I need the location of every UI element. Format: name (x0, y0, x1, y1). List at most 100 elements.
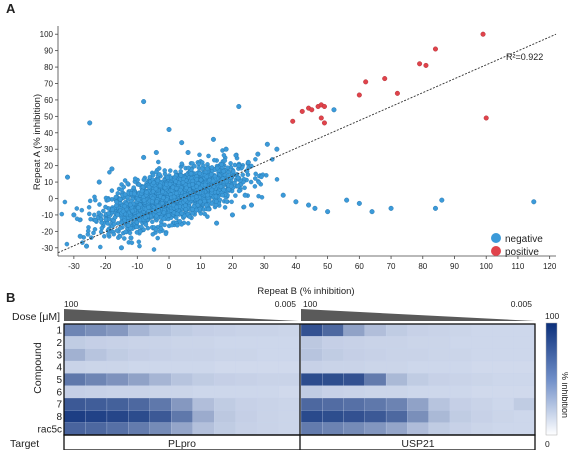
heatmap-cell-plpro (214, 360, 237, 374)
y-tick-label: 100 (40, 30, 54, 39)
axes: -30 -20 -10 0 10 20 30 40 50 60 70 80 90 100 110 120-30… (40, 26, 557, 271)
heatmap-cell-usp21 (385, 422, 408, 436)
heatmap-cell-plpro (278, 323, 301, 337)
scatter-point-negative (388, 205, 394, 211)
scatter-point-negative (221, 152, 227, 158)
heatmap-cell-usp21 (407, 373, 430, 387)
x-tick-label: 80 (418, 262, 427, 271)
scatter-point-negative (236, 163, 242, 169)
x-tick-label: 70 (387, 262, 396, 271)
scatter-point-negative (190, 196, 195, 201)
heatmap-cell-usp21 (407, 336, 430, 350)
scatter-point-negative (198, 177, 204, 183)
scatter-point-negative (256, 180, 262, 185)
compound-label: 2 (56, 338, 62, 349)
scatter-point-negative (150, 232, 156, 237)
heatmap-cell-plpro (106, 410, 129, 424)
scatter-point-positive (299, 108, 305, 114)
heatmap-cell-usp21 (407, 410, 430, 424)
scatter-point-negative (197, 199, 203, 205)
scatter-point-negative (153, 149, 159, 155)
scatter-point-negative (202, 198, 207, 204)
heatmap-cell-plpro (256, 360, 279, 374)
heatmap-cell-usp21 (513, 323, 536, 337)
scatter-point-negative (145, 225, 151, 231)
heatmap-cell-plpro (85, 360, 108, 374)
heatmap-cell-usp21 (364, 348, 387, 362)
scatter-point-negative (235, 183, 241, 189)
scatter-point-negative (220, 192, 225, 198)
heatmap-cell-plpro (106, 422, 129, 436)
scatter-point-negative (93, 218, 98, 223)
scatter-point-negative (173, 179, 178, 184)
x-tick-label: 0 (167, 262, 172, 271)
scatter-point-negative (93, 197, 98, 203)
scatter-point-negative (439, 197, 445, 203)
scatter-point-negative (157, 183, 163, 189)
scatter-point-negative (146, 205, 151, 210)
scatter-point-negative (206, 153, 211, 159)
heatmap-cell-plpro (256, 336, 279, 350)
scatter-point-negative (106, 197, 111, 203)
heatmap-cell-plpro (214, 348, 237, 362)
heatmap-cell-plpro (85, 373, 108, 387)
scatter-point-negative (229, 199, 234, 205)
y-tick-label: 10 (44, 178, 53, 187)
heatmap-cell-usp21 (322, 323, 344, 337)
scatter-point-negative (218, 184, 224, 189)
scatter-point-negative (106, 211, 111, 216)
heatmap-cell-plpro (214, 422, 237, 436)
heatmap-cell-plpro (63, 348, 86, 362)
heatmap-cell-usp21 (407, 323, 430, 337)
heatmap-cell-usp21 (513, 336, 536, 350)
heatmap-cell-usp21 (322, 336, 344, 350)
scatter-point-negative (210, 136, 216, 142)
heatmap-cell-usp21 (428, 348, 451, 362)
scatter-point-negative (167, 181, 173, 187)
heatmap-cell-plpro (149, 385, 172, 399)
y-tick-label: 80 (44, 63, 53, 72)
heatmap-cell-plpro (235, 336, 258, 350)
scatter-point-negative (197, 152, 202, 158)
compound-label: 4 (56, 363, 62, 374)
scatter-point-negative (134, 220, 140, 225)
target-row-border (63, 434, 536, 450)
scatter-point-negative (153, 169, 159, 175)
dose-axis-label: Dose [μM] (12, 311, 60, 323)
x-tick-label: -10 (132, 262, 144, 271)
heatmap-cell-usp21 (492, 348, 515, 362)
scatter-point-negative (85, 232, 91, 237)
r-squared-annotation: R²=0.922 (506, 52, 543, 62)
dose-low-label-usp21: 0.005 (511, 299, 533, 309)
heatmap-cell-usp21 (428, 360, 451, 374)
heatmap-cell-plpro (192, 410, 215, 424)
heatmap-cell-plpro (106, 385, 129, 399)
heatmap-cell-usp21 (471, 410, 493, 424)
heatmap-cell-plpro (235, 422, 258, 436)
heatmap-cell-plpro (63, 360, 86, 374)
heatmap-cell-usp21 (322, 348, 344, 362)
scatter-point-negative (87, 198, 93, 204)
scatter-point-negative (178, 187, 183, 193)
heatmap-cell-usp21 (343, 360, 366, 374)
heatmap-cell-usp21 (322, 373, 344, 387)
heatmap-cell-usp21 (513, 360, 536, 374)
scatter-point-positive (423, 62, 429, 68)
heatmap-cell-usp21 (449, 385, 472, 399)
heatmap-cell-plpro (278, 348, 301, 362)
scatter-point-negative (117, 196, 123, 202)
heatmap-cell-plpro (278, 410, 301, 424)
x-tick-label: 30 (260, 262, 269, 271)
scatter-point-negative (190, 182, 195, 187)
scatter-point-negative (204, 202, 209, 208)
panel-a-label: A (6, 1, 16, 16)
scatter-point-negative (131, 185, 136, 190)
heatmap-cell-usp21 (492, 323, 515, 337)
scatter-point-negative (134, 224, 139, 230)
heatmap-cell-plpro (128, 422, 151, 436)
heatmap-cell-plpro (128, 373, 151, 387)
heatmap-cell-plpro (171, 360, 194, 374)
scatter-point-positive (382, 76, 388, 82)
heatmap-cell-usp21 (492, 422, 515, 436)
